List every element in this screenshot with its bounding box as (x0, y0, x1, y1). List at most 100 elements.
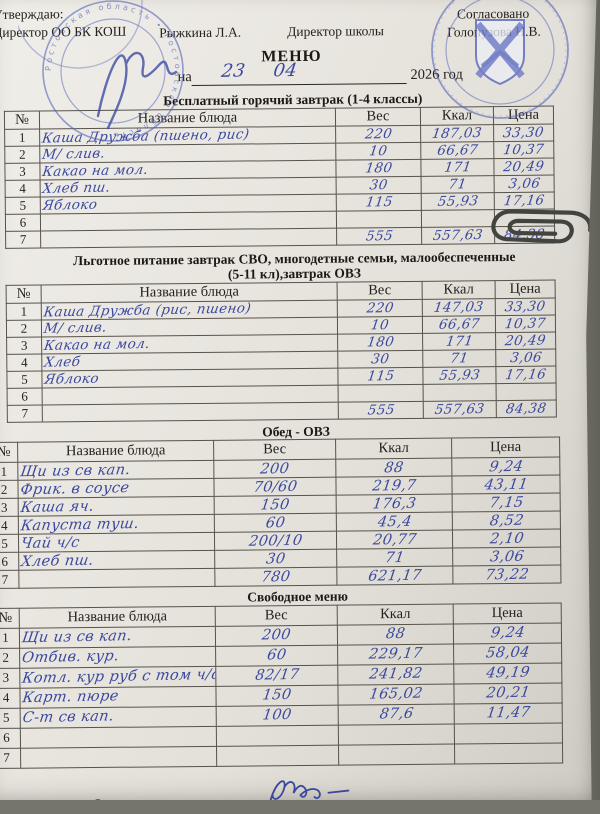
cell: 100 (216, 704, 339, 726)
col-weight: Вес (215, 604, 338, 626)
cell: 2,10 (452, 529, 561, 549)
cell: 87,6 (338, 703, 455, 725)
cell: 7 (0, 570, 19, 589)
cell: 7 (5, 230, 41, 248)
cell: 780 (214, 567, 337, 587)
cell: Чай ч/с (18, 532, 215, 553)
col-weight: Вес (335, 106, 421, 126)
cell: Щи из св кап. (17, 460, 214, 481)
col-kcal: Ккал (422, 280, 496, 299)
cell (454, 742, 563, 764)
cell (18, 568, 215, 589)
cell (496, 382, 557, 401)
footer-signature-line (240, 779, 426, 800)
cell: 66,67 (420, 141, 494, 159)
cell: 30 (336, 175, 422, 194)
cell: 6 (0, 727, 21, 748)
footer-label: Зав. производством (94, 795, 223, 813)
cell (423, 383, 497, 401)
cell: 3,06 (495, 348, 556, 367)
col-weight: Вес (337, 280, 423, 300)
cell: 3 (6, 336, 42, 354)
cell (20, 725, 217, 748)
cell: 555 (336, 226, 422, 245)
cell: 2 (0, 647, 20, 668)
cell: 171 (420, 158, 495, 176)
cell: 43,11 (451, 475, 561, 495)
stamp-left: Ростовская область • Ростовская область … (18, 0, 184, 142)
cell: 1 (0, 462, 18, 481)
cell: Отбив. кур. (19, 645, 216, 668)
col-dish: Название блюда (19, 605, 216, 628)
cell: 45,4 (336, 512, 453, 532)
cell (454, 722, 563, 744)
cell: Каша яч. (18, 496, 215, 517)
col-kcal: Ккал (337, 603, 454, 625)
cell: 11,47 (454, 702, 563, 724)
cell: 4 (6, 353, 42, 371)
cell: 33,30 (495, 297, 556, 316)
lunch-table: № Название блюда Вес Ккал Цена 1 Щи из св… (0, 437, 561, 589)
cell: 4 (0, 516, 19, 535)
cell: 84,38 (496, 399, 557, 418)
date-month-handwritten: 04 (272, 59, 299, 82)
cell (338, 723, 455, 745)
cell (338, 743, 455, 765)
cell: 150 (215, 684, 339, 706)
cell: 200 (215, 624, 338, 646)
cell: 1 (6, 302, 42, 320)
col-price: Цена (495, 279, 556, 299)
cell: 71 (336, 548, 453, 568)
cell: Фрик. в соусе (17, 478, 215, 499)
cell (338, 383, 424, 402)
col-number: № (0, 607, 20, 628)
cell (42, 401, 339, 422)
cell (216, 724, 339, 746)
cell: 20,49 (493, 157, 555, 176)
cell: 7 (7, 404, 43, 422)
cell: 1 (0, 627, 20, 648)
cell: 9,24 (453, 622, 562, 644)
cell: 3 (4, 162, 41, 180)
cell: 20,49 (495, 331, 556, 350)
cell: 3,06 (452, 547, 561, 567)
document-content: Утверждаю: Директор ОО БК КОШ Рыжкина Л.… (0, 6, 563, 800)
cell: 60 (215, 644, 338, 666)
cell: 3 (0, 667, 20, 688)
cell: 200/10 (214, 531, 337, 551)
cell: 147,03 (422, 298, 496, 316)
col-dish: Название блюда (17, 440, 214, 463)
director-label: Директор школы (287, 23, 385, 40)
cell: 176,3 (336, 494, 453, 514)
cell: 6 (0, 552, 19, 571)
cell (336, 209, 422, 228)
cell: 8,52 (452, 511, 561, 531)
cell: Котл. кур руб с том ч/с (19, 665, 216, 688)
cell: 55,93 (422, 366, 497, 384)
cell (216, 744, 339, 766)
cell (20, 745, 217, 768)
col-price: Цена (453, 602, 562, 624)
cell: 115 (337, 366, 424, 385)
cell: 10,37 (493, 140, 554, 159)
cell: 3 (0, 498, 19, 517)
cell: 6 (5, 213, 41, 231)
cell: 60 (214, 513, 337, 533)
subsidized-table: № Название блюда Вес Ккал Цена 1 Каша Дру… (6, 279, 557, 422)
cell: Хлеб пш. (18, 550, 215, 571)
cell: 49,19 (453, 662, 562, 684)
cell: Щи из св кап. (19, 625, 216, 648)
approver-signature (96, 51, 178, 130)
cell: 88 (335, 458, 452, 478)
cell: 7,15 (452, 493, 561, 513)
paperclip (491, 209, 593, 244)
cell: 150 (214, 495, 337, 515)
cell: 180 (335, 158, 422, 177)
cell: 4 (5, 179, 41, 197)
cell: 229,17 (337, 643, 454, 665)
cell: 30 (337, 349, 423, 368)
col-weight: Вес (213, 439, 336, 461)
cell: 165,02 (337, 683, 455, 705)
cell: 2 (6, 319, 42, 337)
